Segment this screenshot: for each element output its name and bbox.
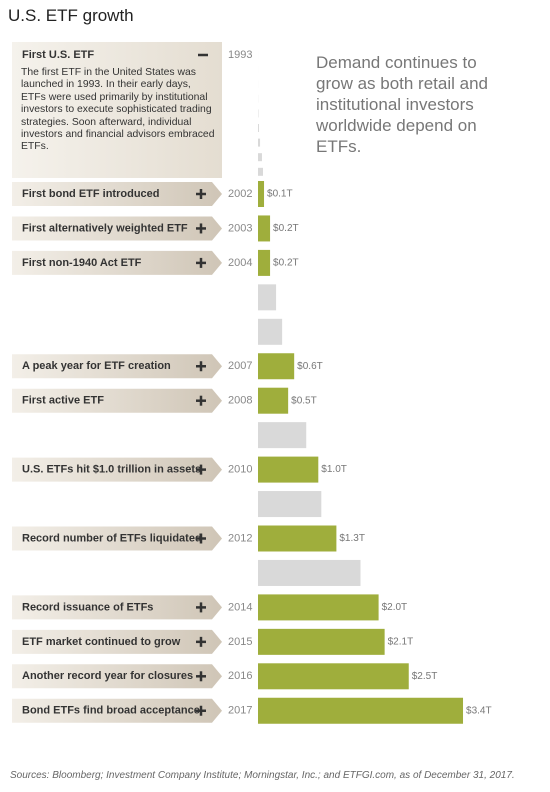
button-shape	[12, 250, 222, 275]
value-label: $2.0T	[382, 602, 408, 613]
value-label: $1.0T	[321, 464, 347, 475]
milestone-button[interactable]: Record number of ETFs liquidated	[12, 526, 222, 551]
year-label: 2012	[228, 532, 252, 544]
milestone-title: First active ETF	[22, 395, 104, 407]
milestone-button[interactable]: A peak year for ETF creation	[12, 354, 222, 379]
value-label: $1.3T	[339, 533, 365, 544]
bar	[258, 167, 264, 176]
milestone-title: First bond ETF introduced	[22, 188, 160, 200]
milestone-title: ETF market continued to grow	[22, 636, 181, 648]
milestone-button[interactable]: Record issuance of ETFs	[12, 595, 222, 620]
bar	[258, 491, 322, 518]
milestone-button[interactable]: First active ETF	[12, 388, 222, 413]
bar	[258, 249, 271, 276]
bar	[258, 525, 337, 552]
button-shape	[12, 216, 222, 241]
milestone-title: Record number of ETFs liquidated	[22, 532, 202, 544]
value-label: $0.2T	[273, 258, 299, 269]
year-label: 2008	[228, 395, 252, 407]
year-label: 2014	[228, 601, 252, 613]
year-label: 2010	[228, 464, 252, 476]
button-shape	[12, 595, 222, 620]
value-label: $0.5T	[291, 395, 317, 406]
bar	[258, 181, 265, 207]
milestone-title: First non-1940 Act ETF	[22, 257, 142, 269]
milestone-button[interactable]: First bond ETF introduced	[12, 182, 222, 206]
button-shape	[12, 457, 222, 482]
value-label: $2.1T	[388, 636, 414, 647]
value-label: $0.2T	[273, 223, 299, 234]
chart-title: U.S. ETF growth	[8, 6, 134, 25]
bar	[258, 559, 361, 586]
button-shape	[12, 526, 222, 551]
bar	[258, 318, 283, 345]
milestone-title: Record issuance of ETFs	[22, 601, 153, 613]
year-label: 2003	[228, 222, 252, 234]
button-shape	[12, 698, 222, 723]
bar	[258, 594, 379, 621]
milestone-title: Bond ETFs find broad acceptance	[22, 705, 200, 717]
milestone-button[interactable]: U.S. ETFs hit $1.0 trillion in assets	[12, 457, 222, 482]
milestone-title: A peak year for ETF creation	[22, 360, 171, 372]
bar	[258, 153, 262, 162]
milestone-button[interactable]: Another record year for closures	[12, 664, 222, 689]
year-label: 1993	[228, 49, 252, 61]
bar	[258, 697, 464, 724]
milestone-button[interactable]: First alternatively weighted ETF	[12, 216, 222, 241]
button-shape	[12, 182, 222, 206]
panel	[12, 42, 222, 178]
year-label: 2016	[228, 670, 252, 682]
milestone-text: The first ETF in the United States was l…	[21, 67, 215, 153]
button-shape	[12, 354, 222, 379]
milestone-title: Another record year for closures	[22, 670, 193, 682]
headline: Demand continues to grow as both retail …	[316, 53, 488, 156]
milestone-button[interactable]: Bond ETFs find broad acceptance	[12, 698, 222, 723]
value-label: $0.6T	[297, 361, 323, 372]
button-shape	[12, 388, 222, 413]
source: Sources: Bloomberg; Investment Company I…	[10, 770, 515, 781]
button-shape	[12, 664, 222, 689]
bar	[258, 422, 307, 449]
bar	[258, 663, 409, 690]
bar	[258, 284, 277, 311]
bar	[258, 387, 289, 414]
value-label: $3.4T	[466, 705, 492, 716]
bar	[258, 215, 271, 242]
milestone-title: First U.S. ETF	[22, 49, 94, 61]
year-label: 2017	[228, 705, 252, 717]
year-label: 2007	[228, 360, 252, 372]
value-label: $0.1T	[267, 189, 293, 200]
bar	[258, 138, 261, 147]
milestone-button[interactable]: ETF market continued to grow	[12, 629, 222, 654]
bar	[258, 353, 295, 380]
value-label: $2.5T	[412, 671, 438, 682]
milestone-title: U.S. ETFs hit $1.0 trillion in assets	[22, 464, 201, 476]
year-label: 2004	[228, 257, 252, 269]
year-label: 2015	[228, 636, 252, 648]
year-label: 2002	[228, 188, 252, 200]
button-shape	[12, 629, 222, 654]
bar	[258, 628, 385, 655]
bar	[258, 124, 259, 132]
bar	[258, 456, 319, 483]
milestone-button[interactable]: First non-1940 Act ETF	[12, 250, 222, 275]
milestone-title: First alternatively weighted ETF	[22, 222, 188, 234]
milestone-expanded[interactable]: First U.S. ETF	[12, 42, 222, 178]
